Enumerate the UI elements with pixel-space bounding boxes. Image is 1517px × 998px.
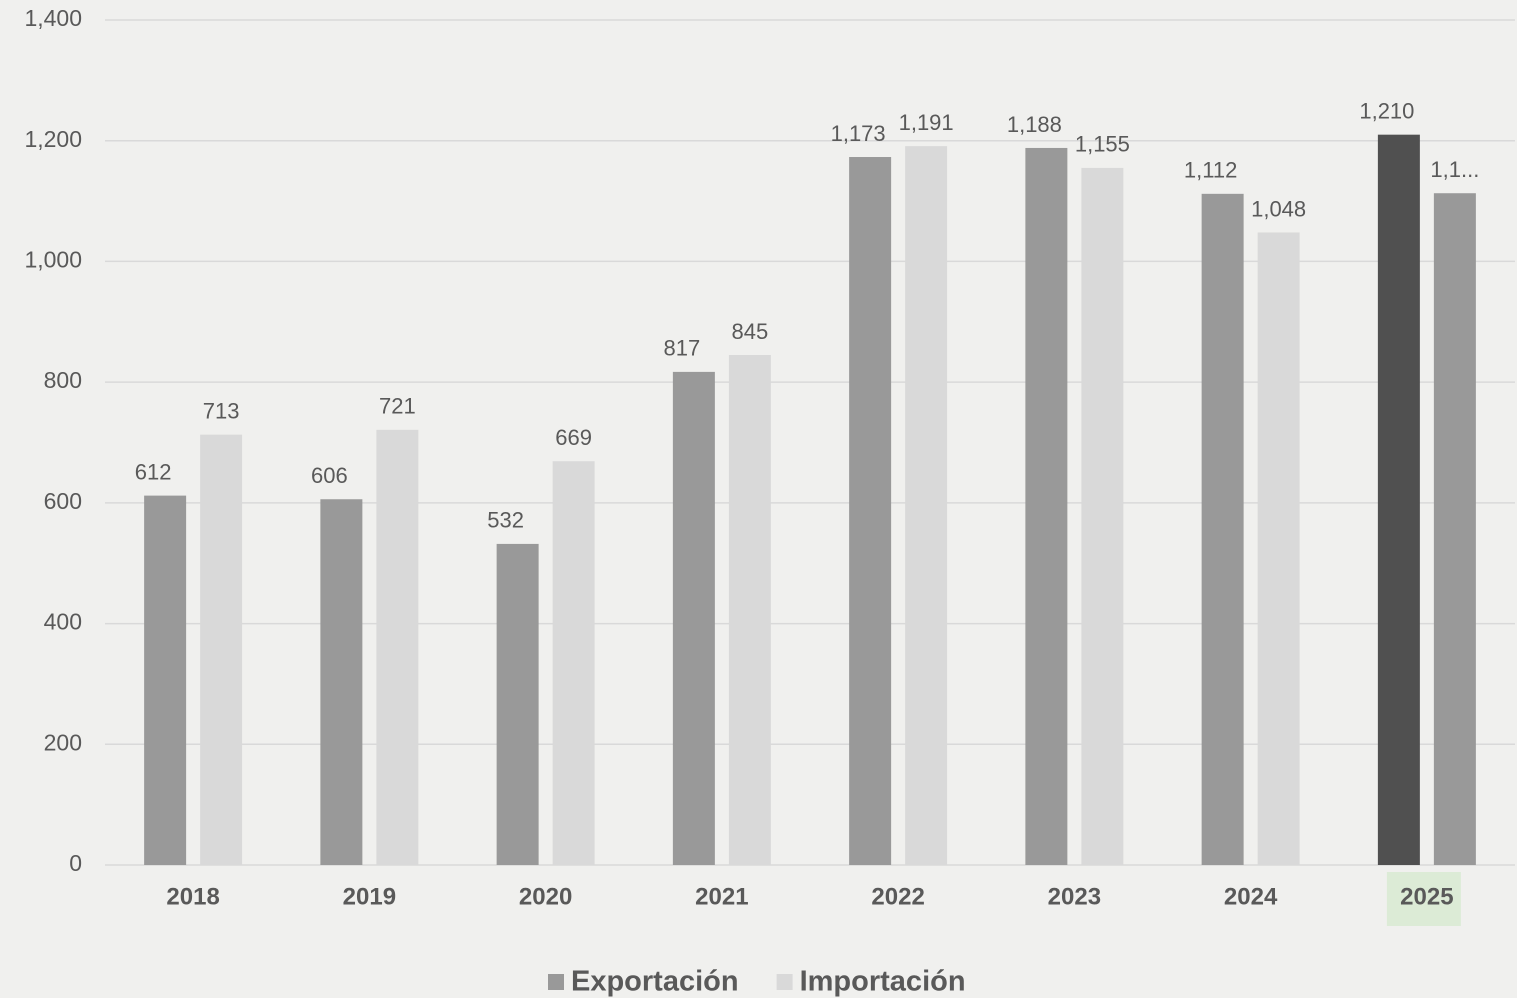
bar [849,157,892,865]
bar [552,461,595,865]
bar [144,495,187,865]
legend-swatch [548,974,564,990]
y-tick-label: 1,200 [24,126,82,152]
bar [1257,232,1300,865]
data-label: 1,210 [1359,98,1414,123]
bar [672,371,715,865]
x-tick-label: 2025 [1400,883,1453,910]
y-tick-label: 400 [44,609,82,635]
data-label: 713 [203,398,240,423]
data-label: 1,048 [1251,196,1306,221]
data-label: 1,188 [1007,112,1062,137]
bar [728,354,771,865]
x-tick-label: 2024 [1224,883,1278,910]
bar [1433,193,1476,866]
bar [200,434,243,865]
data-label: 845 [732,319,769,344]
x-tick-label: 2021 [695,883,748,910]
data-label: 606 [311,463,348,488]
legend-label: Exportación [571,966,739,998]
legend-swatch [776,974,793,990]
bar [1377,134,1420,865]
data-label: 1,173 [831,121,886,146]
bar [1081,167,1124,865]
y-tick-label: 1,000 [24,247,82,273]
bar [496,543,539,865]
bar [376,429,419,865]
x-tick-label: 2022 [871,883,924,910]
y-tick-label: 0 [69,850,82,876]
y-tick-label: 600 [44,488,82,514]
data-label: 669 [555,425,592,450]
data-label: 612 [135,459,172,484]
x-tick-label: 2018 [166,883,219,910]
data-label: 1,1... [1430,157,1479,182]
data-label: 721 [379,394,416,419]
x-tick-label: 2019 [343,883,396,910]
y-tick-label: 1,400 [24,5,82,31]
x-tick-label: 2020 [519,883,572,910]
y-tick-label: 800 [44,367,82,393]
data-label: 1,155 [1075,132,1130,157]
data-label: 1,191 [899,110,954,135]
bar [905,146,948,865]
data-label: 817 [664,336,701,361]
x-tick-label: 2023 [1048,883,1101,910]
bar [1201,193,1244,866]
category-highlight [1386,872,1461,926]
bar [1025,147,1068,865]
bar [320,499,363,865]
data-label: 532 [487,508,524,533]
data-label: 1,112 [1184,158,1237,183]
y-tick-label: 200 [44,729,82,755]
legend-label: Importación [800,966,966,998]
